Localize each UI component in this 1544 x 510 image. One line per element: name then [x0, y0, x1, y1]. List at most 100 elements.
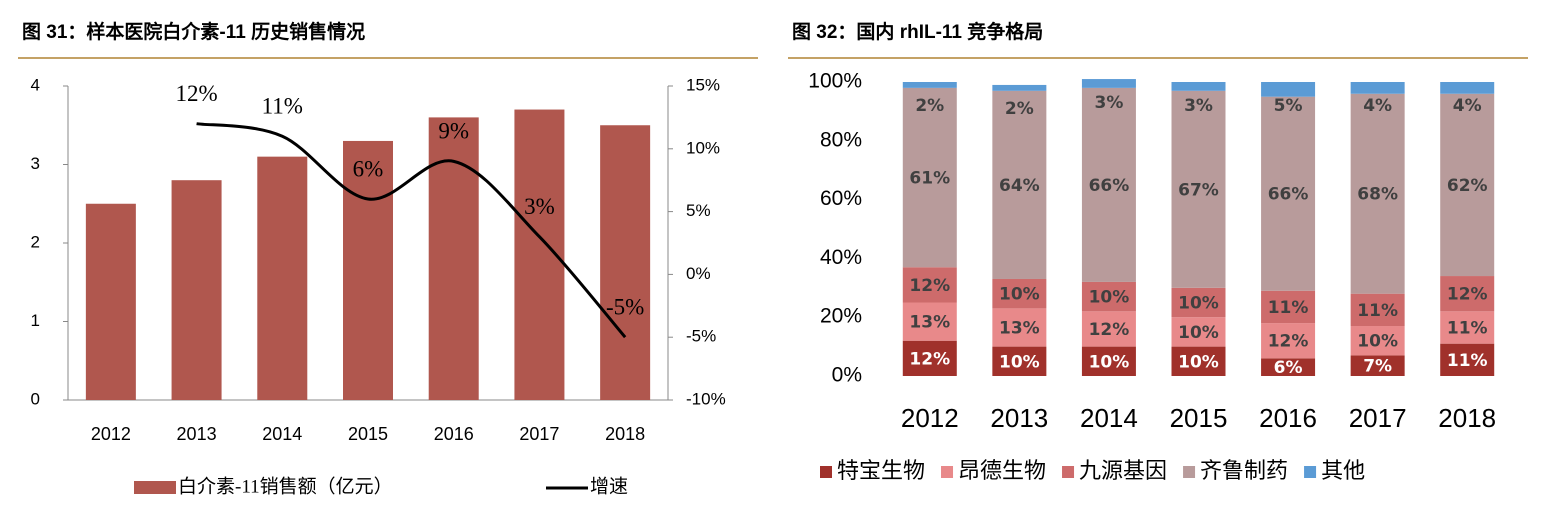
x-tick-label: 2015	[348, 424, 388, 444]
bar-segment	[1440, 311, 1495, 344]
data-label: 6%	[1274, 358, 1303, 378]
data-label: 11%	[1447, 318, 1488, 338]
bar-segment	[1350, 293, 1405, 327]
bar-segment	[1440, 276, 1495, 312]
data-label: 12%	[909, 349, 950, 369]
data-label: 11%	[1447, 351, 1488, 371]
bar-segment	[1350, 355, 1405, 376]
data-label: 62%	[1447, 176, 1488, 196]
bar-segment	[1261, 96, 1316, 291]
bar-segment	[902, 267, 957, 303]
data-label: 10%	[1357, 332, 1398, 352]
y-tick-label: 80%	[820, 128, 862, 151]
data-label: 3%	[524, 194, 555, 219]
x-tick-label: 2013	[990, 403, 1048, 433]
data-label: 3%	[1094, 93, 1123, 113]
bar-segment	[1350, 93, 1405, 294]
x-tick-label: 2018	[1438, 403, 1496, 433]
data-label: 6%	[353, 156, 384, 181]
bar-segment	[1171, 90, 1226, 288]
data-label: 4%	[1453, 96, 1482, 116]
bar-segment	[902, 82, 957, 88]
data-label: 68%	[1357, 185, 1398, 205]
data-label: 10%	[999, 285, 1040, 305]
bar	[171, 180, 222, 400]
bar-segment	[1081, 346, 1136, 376]
data-label: 5%	[1274, 96, 1303, 116]
y-tick-label: 2	[31, 232, 40, 251]
legend-label: 昂德生物	[958, 458, 1046, 483]
y-tick-label: 100%	[808, 70, 862, 93]
y-tick-label: 20%	[820, 305, 862, 328]
bar	[343, 140, 393, 400]
bar-segment	[902, 340, 957, 376]
data-label: 10%	[1178, 323, 1219, 343]
bar-segment	[1261, 323, 1316, 359]
data-label: 64%	[999, 176, 1040, 196]
data-label: 13%	[909, 313, 950, 333]
legend-swatch	[1304, 466, 1317, 478]
legend-swatch	[134, 481, 176, 494]
legend-swatch	[1183, 466, 1196, 478]
legend-swatch	[941, 466, 954, 478]
bar-segment	[992, 278, 1047, 309]
data-label: 66%	[1089, 176, 1130, 196]
chart-title: 图 31：样本医院白介素-11 历史销售情况	[22, 20, 365, 43]
bar	[85, 203, 136, 400]
x-tick-label: 2015	[1170, 403, 1228, 433]
bar-segment	[1171, 346, 1226, 376]
bar-segment	[1081, 87, 1136, 282]
data-label: 13%	[999, 318, 1040, 338]
y2-tick-label: -10%	[686, 389, 726, 408]
data-label: 2%	[1005, 99, 1034, 119]
bar-segment	[1261, 358, 1316, 376]
x-tick-label: 2017	[519, 424, 559, 444]
bar-segment	[992, 90, 1047, 279]
y-tick-label: 4	[31, 75, 40, 94]
bar-segment	[902, 302, 957, 341]
data-label: 11%	[1268, 298, 1309, 318]
data-label: 10%	[1178, 352, 1219, 372]
data-label: 3%	[1184, 96, 1213, 116]
data-label: 10%	[1178, 294, 1219, 314]
x-tick-label: 2013	[177, 424, 217, 444]
y2-tick-label: -5%	[686, 327, 716, 346]
bar	[428, 117, 479, 401]
bar-segment	[1350, 82, 1405, 94]
legend-swatch	[820, 466, 832, 478]
legend-label: 九源基因	[1079, 458, 1167, 483]
data-label: 10%	[1089, 288, 1130, 308]
data-label: 12%	[1089, 320, 1130, 340]
bar-segment	[1171, 82, 1226, 91]
data-label: 4%	[1363, 96, 1392, 116]
y2-tick-label: 0%	[686, 264, 711, 283]
x-tick-label: 2016	[1259, 403, 1317, 433]
y-tick-label: 0	[31, 389, 40, 408]
legend-label: 白介素-11销售额（亿元）	[178, 475, 393, 497]
bar-segment	[1261, 290, 1316, 324]
legend-label: 其他	[1321, 458, 1365, 483]
data-label: 12%	[909, 276, 950, 296]
bar-segment	[1440, 82, 1495, 94]
y-tick-label: 3	[31, 154, 40, 173]
y2-tick-label: 10%	[686, 138, 720, 157]
y-tick-label: 60%	[820, 187, 862, 210]
bar-segment	[1440, 343, 1495, 376]
data-label: 12%	[1268, 332, 1309, 352]
data-label: 2%	[915, 96, 944, 116]
data-label: 12%	[1447, 285, 1488, 305]
y-tick-label: 40%	[820, 246, 862, 269]
bar	[600, 125, 651, 400]
bar-segment	[1171, 317, 1226, 347]
chart-title: 图 32：国内 rhIL-11 竞争格局	[792, 20, 1043, 43]
bar-segment	[992, 346, 1047, 376]
bar	[257, 156, 308, 400]
y2-tick-label: 15%	[686, 75, 720, 94]
bar-segment	[902, 87, 957, 268]
bar-segment	[1081, 281, 1136, 312]
data-label: 11%	[1357, 301, 1398, 321]
y-tick-label: 1	[31, 311, 40, 330]
legend-label: 齐鲁制药	[1200, 458, 1288, 483]
